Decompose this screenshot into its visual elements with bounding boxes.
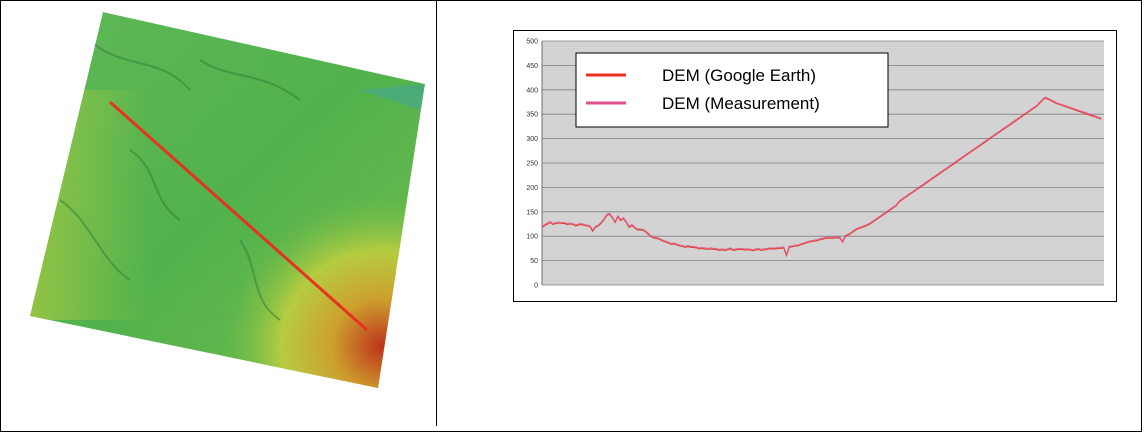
elevation-profile-chart: 0 50 100 150 200 250 300 350 400 450 500 DEM (Goog… xyxy=(513,30,1117,302)
y-tick-label: 150 xyxy=(526,209,538,216)
y-tick-label: 100 xyxy=(526,234,538,241)
y-tick-label: 200 xyxy=(526,185,538,192)
chart-svg: 0 50 100 150 200 250 300 350 400 450 500 DEM (Goog… xyxy=(526,39,1104,290)
panel-divider xyxy=(436,0,437,426)
y-tick-label: 250 xyxy=(526,161,538,168)
series-line-measurement xyxy=(541,96,1102,257)
transect-line xyxy=(109,100,368,332)
series-line-google-earth xyxy=(541,97,1102,258)
chart-legend: DEM (Google Earth) DEM (Measurement) xyxy=(575,52,889,128)
legend-box xyxy=(575,52,889,128)
terrain-surface xyxy=(30,12,425,388)
dem-terrain-panel xyxy=(0,0,436,426)
y-tick-label: 400 xyxy=(526,87,538,94)
y-tick-label: 500 xyxy=(526,39,538,46)
y-tick-label: 350 xyxy=(526,112,538,119)
y-tick-label: 450 xyxy=(526,63,538,70)
dem-terrain-image xyxy=(30,12,425,388)
y-tick-label: 50 xyxy=(530,258,538,265)
y-tick-label: 300 xyxy=(526,136,538,143)
legend-label: DEM (Google Earth) xyxy=(662,66,816,85)
y-tick-label: 0 xyxy=(534,283,538,290)
legend-label: DEM (Measurement) xyxy=(662,94,820,113)
